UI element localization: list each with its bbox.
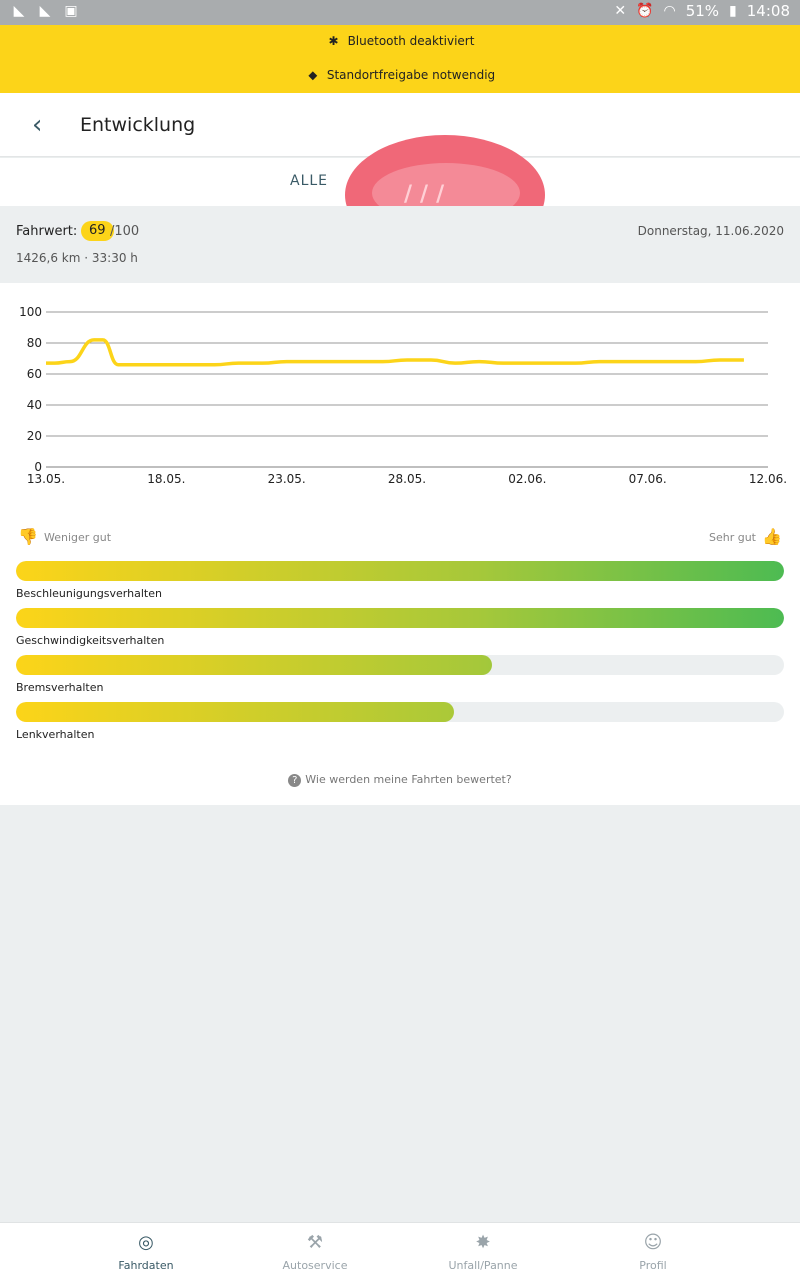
behavior-bar: Bremsverhalten xyxy=(16,655,784,694)
statistics-card: 0 20 40 60 80 100 13.05. 18.05. 23.05. 28.05. 02.0… xyxy=(0,283,800,805)
rating-help-link[interactable]: ? Wie werden meine Fahrten bewertet? xyxy=(0,773,800,787)
bar-label: Geschwindigkeitsverhalten xyxy=(16,634,165,647)
bottom-navigation: ◎ Fahrdaten ⚒ Autoservice ✸ Unfall/Panne… xyxy=(0,1222,800,1280)
x-tick-label: 28.05. xyxy=(388,472,426,486)
battery-percent: 51% xyxy=(685,2,720,20)
bar-track xyxy=(16,655,784,675)
rating-high-legend: Sehr gut 👍 xyxy=(709,526,784,548)
x-tick-label: 02.06. xyxy=(508,472,546,486)
notification-icons: ◣ ◣ ▣ xyxy=(10,3,80,19)
score-max: /100 xyxy=(110,224,140,239)
score-label: Fahrwert: xyxy=(16,224,78,239)
behavior-bar: Beschleunigungsverhalten xyxy=(16,561,784,600)
bluetooth-warning[interactable]: ✱ Bluetooth deaktiviert xyxy=(0,34,800,48)
app-notification-icon: ◣ xyxy=(39,3,51,19)
nav-autoservice[interactable]: ⚒ Autoservice xyxy=(282,1232,348,1272)
nav-unfall-panne[interactable]: ✸ Unfall/Panne xyxy=(448,1232,518,1272)
tab-all[interactable]: ALLE xyxy=(290,173,329,189)
help-icon: ? xyxy=(288,774,302,787)
status-indicators: ✕ ⏰ ◠ 51% ▮ 14:08 xyxy=(614,2,790,20)
rating-low-label: Weniger gut xyxy=(44,530,112,544)
x-tick-label: 12.06. xyxy=(749,472,787,486)
y-tick-label: 0 xyxy=(34,460,42,474)
warning-banner: ✱ Bluetooth deaktiviert ⬥ Standortfreigabe… xyxy=(0,25,800,93)
y-tick-label: 80 xyxy=(27,336,42,350)
bar-track xyxy=(16,702,784,722)
help-text: Wie werden meine Fahrten bewertet? xyxy=(305,773,512,786)
clock: 14:08 xyxy=(746,2,790,20)
rating-low-legend: 👎 Weniger gut xyxy=(16,526,111,548)
battery-icon: ▮ xyxy=(729,3,737,19)
car-crash-icon: ✸ xyxy=(475,1232,491,1253)
distance-duration: 1426,6 km · 33:30 h xyxy=(16,251,138,265)
x-tick-label: 18.05. xyxy=(147,472,185,486)
rating-high-label: Sehr gut xyxy=(708,530,756,544)
page-title: Entwicklung xyxy=(80,114,196,136)
bar-fill xyxy=(16,608,784,628)
nav-profil[interactable]: ☺ Profil xyxy=(639,1232,667,1272)
x-tick-label: 07.06. xyxy=(629,472,667,486)
alarm-icon: ⏰ xyxy=(636,3,654,19)
thumbs-down-icon: 👎 xyxy=(18,527,38,546)
redaction-marks: /// xyxy=(404,182,453,207)
back-arrow-icon[interactable]: ‹ xyxy=(32,110,43,140)
summary-date: Donnerstag, 11.06.2020 xyxy=(637,224,784,238)
status-bar: ◣ ◣ ▣ ✕ ⏰ ◠ 51% ▮ 14:08 xyxy=(0,0,800,25)
y-tick-label: 100 xyxy=(19,305,42,319)
bar-label: Lenkverhalten xyxy=(16,728,95,741)
location-off-icon: ⬥ xyxy=(308,68,318,82)
bar-fill xyxy=(16,655,493,675)
location-warning[interactable]: ⬥ Standortfreigabe notwendig xyxy=(0,68,800,83)
thumbs-up-icon: 👍 xyxy=(762,527,782,546)
y-tick-label: 60 xyxy=(27,367,42,381)
score-badge: 69 xyxy=(81,221,114,241)
bluetooth-off-icon: ✱ xyxy=(328,34,339,48)
image-notification-icon: ▣ xyxy=(64,3,78,19)
car-service-icon: ⚒ xyxy=(306,1232,324,1253)
bar-label: Bremsverhalten xyxy=(16,681,104,694)
score-series-line xyxy=(46,338,744,367)
wifi-icon: ◠ xyxy=(663,3,676,19)
nav-fahrdaten[interactable]: ◎ Fahrdaten xyxy=(118,1232,174,1272)
score-line-chart: 0 20 40 60 80 100 13.05. 18.05. 23.05. 28.05. 02.0… xyxy=(19,305,787,486)
score-summary: Fahrwert: 69 /100 Donnerstag, 11.06.2020… xyxy=(0,206,800,283)
y-tick-label: 40 xyxy=(27,398,42,412)
bar-fill xyxy=(16,702,454,722)
steering-wheel-icon: ◎ xyxy=(138,1232,154,1253)
x-tick-label: 23.05. xyxy=(268,472,306,486)
x-tick-label: 13.05. xyxy=(27,472,65,486)
app-notification-icon: ◣ xyxy=(13,3,25,19)
mute-icon: ✕ xyxy=(614,3,627,19)
bar-track xyxy=(16,561,784,581)
bar-fill xyxy=(16,561,784,581)
bar-label: Beschleunigungsverhalten xyxy=(16,587,162,600)
person-icon: ☺ xyxy=(643,1232,663,1253)
y-tick-label: 20 xyxy=(27,429,42,443)
bar-track xyxy=(16,608,784,628)
behavior-bar: Lenkverhalten xyxy=(16,702,784,741)
behavior-bar: Geschwindigkeitsverhalten xyxy=(16,608,784,647)
